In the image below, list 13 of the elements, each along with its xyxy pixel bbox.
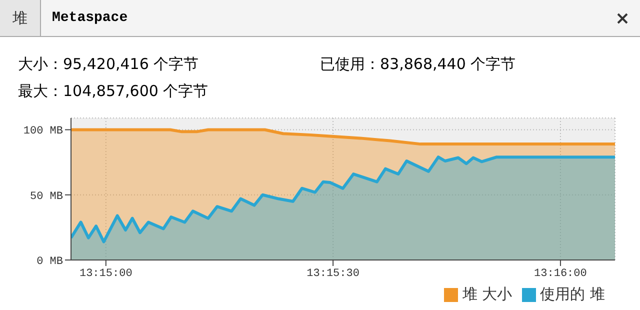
x-tick-label: 13:15:00 [79, 268, 132, 280]
legend-label: 堆 大小 [462, 285, 512, 303]
text: 堆 [0, 0, 41, 36]
legend-label: 使用的 堆 [540, 285, 605, 303]
text: 大小：95,420,416 个字节 [18, 55, 199, 74]
x-tick-label: 13:15:30 [306, 268, 360, 280]
y-tick-label: 50 MB [30, 190, 64, 203]
text: 已使用：83,868,440 个字节 [320, 55, 516, 74]
y-tick-label: 0 MB [36, 256, 64, 268]
text: 最大：104,857,600 个字节 [18, 82, 208, 101]
x-tick-label: 13:16:00 [534, 268, 587, 280]
y-tick-label: 100 MB [23, 126, 64, 138]
chart-title: Metaspace [52, 9, 128, 28]
